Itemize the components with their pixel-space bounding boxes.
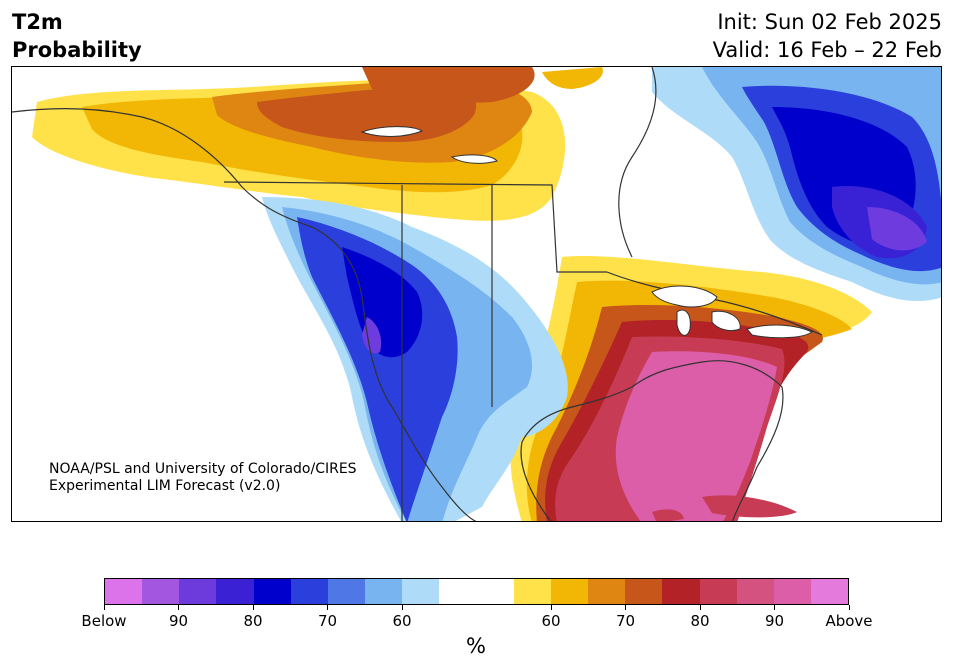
colorbar-segment bbox=[625, 579, 663, 604]
colorbar-segment bbox=[550, 579, 589, 604]
great-lakes bbox=[651, 285, 813, 339]
above-region-caribbean bbox=[652, 509, 684, 521]
colorbar-segment bbox=[105, 579, 143, 604]
colorbar-segment bbox=[179, 579, 217, 604]
colorbar-segment bbox=[588, 579, 626, 604]
map-credit: NOAA/PSL and University of Colorado/CIRE… bbox=[49, 461, 357, 495]
colorbar-tick-mark bbox=[401, 605, 403, 610]
colorbar-segment bbox=[439, 579, 477, 604]
above-region-arctic bbox=[362, 67, 535, 103]
init-date: Init: Sun 02 Feb 2025 bbox=[717, 10, 942, 34]
colorbar-tick-label: 90 bbox=[168, 612, 189, 630]
title-line-1: T2m bbox=[12, 10, 63, 34]
colorbar-tick-label: 80 bbox=[690, 612, 710, 630]
colorbar-segment bbox=[402, 579, 440, 604]
credit-line-1: NOAA/PSL and University of Colorado/CIRE… bbox=[49, 461, 357, 477]
colorbar-tick-mark bbox=[550, 605, 552, 610]
arctic-islands bbox=[360, 126, 498, 164]
map-svg bbox=[12, 67, 941, 521]
colorbar-segment bbox=[253, 579, 291, 604]
map-title: T2m Probability bbox=[12, 8, 142, 64]
colorbar-tick-label: 70 bbox=[615, 612, 636, 630]
colorbar-unit: % bbox=[466, 634, 486, 658]
colorbar-tick-mark bbox=[699, 605, 701, 610]
colorbar-tick-label: Below bbox=[81, 612, 127, 630]
probability-map bbox=[11, 66, 942, 522]
above-region-southeast-90 bbox=[615, 351, 777, 521]
above-region-cuba bbox=[702, 495, 797, 518]
colorbar-segment bbox=[736, 579, 774, 604]
colorbar-segment bbox=[476, 579, 514, 604]
colorbar-tick-label: 60 bbox=[541, 612, 561, 630]
colorbar-segment bbox=[773, 579, 811, 604]
colorbar-tick-label: Above bbox=[825, 612, 873, 630]
colorbar-tick-mark bbox=[625, 605, 626, 610]
colorbar-tick-mark bbox=[848, 605, 850, 610]
colorbar-tick-label: 60 bbox=[392, 612, 412, 630]
colorbar-tick-mark bbox=[178, 605, 179, 610]
colorbar-segment bbox=[327, 579, 366, 604]
colorbar-tick-mark bbox=[252, 605, 254, 610]
colorbar-tick-label: 90 bbox=[764, 612, 785, 630]
below-region-east-85 bbox=[867, 207, 927, 251]
credit-line-2: Experimental LIM Forecast (v2.0) bbox=[49, 478, 281, 494]
colorbar-tick-mark bbox=[327, 605, 328, 610]
colorbar-tick-label: 80 bbox=[243, 612, 263, 630]
colorbar-segment bbox=[810, 579, 849, 604]
title-line-2: Probability bbox=[12, 38, 142, 62]
forecast-dates: Init: Sun 02 Feb 2025 Valid: 16 Feb – 22… bbox=[713, 8, 942, 64]
colorbar-segment bbox=[216, 579, 254, 604]
colorbar bbox=[104, 578, 849, 605]
above-region-north-70 bbox=[257, 85, 477, 142]
colorbar-segment bbox=[365, 579, 403, 604]
colorbar-tick-label: 70 bbox=[317, 612, 338, 630]
below-region-west-85 bbox=[362, 317, 382, 354]
colorbar-segment bbox=[290, 579, 328, 604]
above-region-arctic-gold bbox=[542, 67, 603, 89]
colorbar-tick-mark bbox=[774, 605, 775, 610]
colorbar-segment bbox=[662, 579, 700, 604]
colorbar-segment bbox=[142, 579, 180, 604]
colorbar-tick-mark bbox=[103, 605, 105, 610]
colorbar-segment bbox=[699, 579, 737, 604]
colorbar-segment bbox=[513, 579, 551, 604]
valid-date: Valid: 16 Feb – 22 Feb bbox=[712, 38, 942, 62]
